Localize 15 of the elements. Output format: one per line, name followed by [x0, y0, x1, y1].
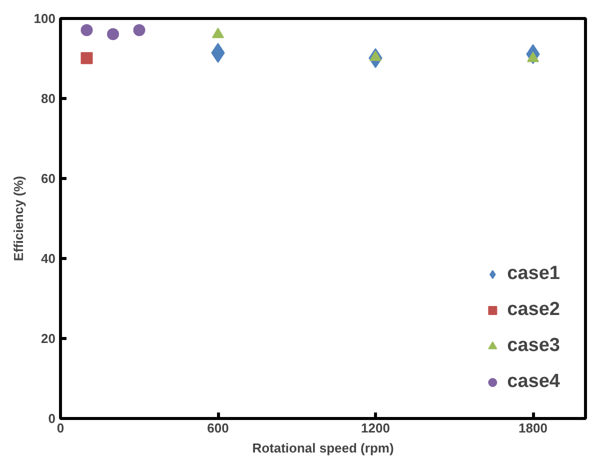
- y-tick-label: 40: [41, 251, 56, 266]
- y-tick-label: 60: [41, 171, 56, 186]
- y-tick-label: 80: [41, 91, 56, 106]
- x-tick-label: 1800: [518, 420, 548, 436]
- x-axis-title: Rotational speed (rpm): [252, 440, 394, 456]
- y-axis-title: Efficiency (%): [10, 176, 26, 262]
- x-tick-label: 600: [207, 420, 229, 436]
- legend-label: case3: [507, 335, 560, 357]
- y-tick-label: 20: [41, 331, 56, 346]
- x-tick-label: 1200: [361, 420, 390, 436]
- legend-label: case1: [507, 263, 560, 285]
- legend-label: case4: [507, 371, 560, 393]
- legend-label: case2: [507, 299, 560, 321]
- y-tick-label: 100: [34, 11, 56, 26]
- y-tick-label: 0: [48, 411, 56, 426]
